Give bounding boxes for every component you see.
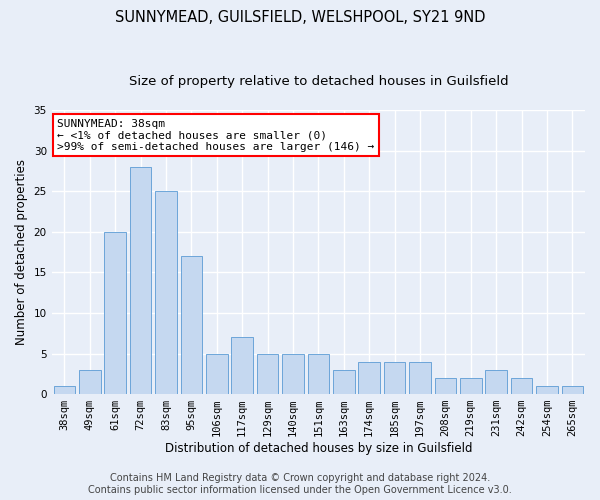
- Bar: [282, 354, 304, 394]
- Bar: [308, 354, 329, 394]
- Bar: [460, 378, 482, 394]
- Title: Size of property relative to detached houses in Guilsfield: Size of property relative to detached ho…: [128, 75, 508, 88]
- Bar: [257, 354, 278, 394]
- Bar: [181, 256, 202, 394]
- Bar: [333, 370, 355, 394]
- Text: Contains HM Land Registry data © Crown copyright and database right 2024.
Contai: Contains HM Land Registry data © Crown c…: [88, 474, 512, 495]
- Bar: [104, 232, 126, 394]
- Bar: [536, 386, 557, 394]
- Bar: [155, 191, 177, 394]
- Bar: [358, 362, 380, 394]
- Bar: [384, 362, 406, 394]
- Bar: [511, 378, 532, 394]
- Bar: [79, 370, 101, 394]
- Bar: [206, 354, 227, 394]
- Bar: [232, 338, 253, 394]
- Bar: [409, 362, 431, 394]
- Bar: [562, 386, 583, 394]
- Y-axis label: Number of detached properties: Number of detached properties: [15, 159, 28, 345]
- Text: SUNNYMEAD, GUILSFIELD, WELSHPOOL, SY21 9ND: SUNNYMEAD, GUILSFIELD, WELSHPOOL, SY21 9…: [115, 10, 485, 25]
- X-axis label: Distribution of detached houses by size in Guilsfield: Distribution of detached houses by size …: [164, 442, 472, 455]
- Bar: [53, 386, 75, 394]
- Text: SUNNYMEAD: 38sqm
← <1% of detached houses are smaller (0)
>99% of semi-detached : SUNNYMEAD: 38sqm ← <1% of detached house…: [57, 118, 374, 152]
- Bar: [130, 167, 151, 394]
- Bar: [434, 378, 456, 394]
- Bar: [485, 370, 507, 394]
